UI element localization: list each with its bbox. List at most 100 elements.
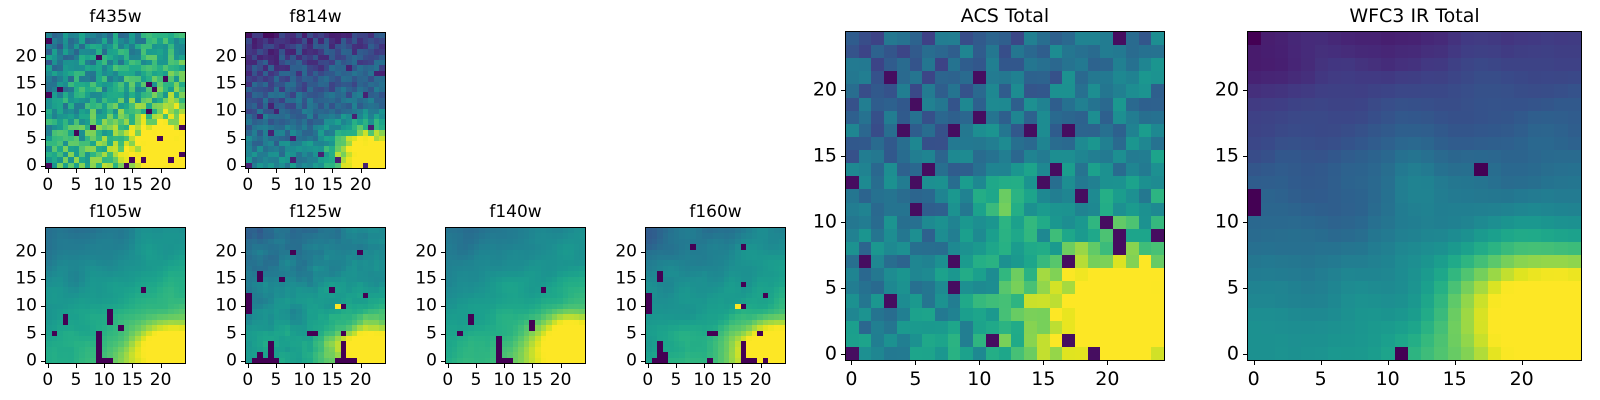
x-tick-f125w-1 xyxy=(276,364,278,368)
y-tick-acs_total-1 xyxy=(841,288,845,290)
x-tick-f435w-0 xyxy=(47,169,49,173)
x-tick-f125w-0 xyxy=(247,364,249,368)
axes-f140w xyxy=(445,227,586,364)
x-tick-f125w-3 xyxy=(332,364,334,368)
x-tick-f435w-3 xyxy=(132,169,134,173)
x-tick-f814w-2 xyxy=(304,169,306,173)
y-tick-wfc3_ir_total-2 xyxy=(1243,222,1247,224)
panel-f140w: f140w 0 5 10 15 20 0 5 10 15 20 xyxy=(409,203,586,390)
x-tick-acs_total-1 xyxy=(915,361,917,365)
y-tick-f105w-0 xyxy=(41,361,45,363)
y-tick-f160w-1 xyxy=(641,333,645,335)
x-tick-wfc3_ir_total-4 xyxy=(1521,361,1523,365)
y-tick-label-f140w-0: 0 xyxy=(426,350,437,371)
x-tick-label-f435w-3: 15 xyxy=(121,175,144,195)
panel-title-acs_total: ACS Total xyxy=(960,5,1050,27)
y-tick-label-f140w-1: 5 xyxy=(426,323,437,344)
x-tick-f160w-1 xyxy=(676,364,678,368)
x-tick-f814w-1 xyxy=(276,169,278,173)
x-tick-label-f105w-2: 10 xyxy=(93,370,116,390)
x-tick-f814w-0 xyxy=(247,169,249,173)
y-tick-label-f435w-3: 15 xyxy=(15,73,37,94)
x-tick-label-wfc3_ir_total-4: 20 xyxy=(1509,368,1534,390)
panel-f105w: f105w 0 5 10 15 20 0 5 10 15 20 xyxy=(9,203,186,390)
y-tick-f814w-2 xyxy=(241,111,245,113)
x-tick-label-acs_total-1: 5 xyxy=(909,368,922,390)
x-tick-f160w-2 xyxy=(704,364,706,368)
y-tick-f814w-1 xyxy=(241,138,245,140)
x-tick-f105w-4 xyxy=(160,364,162,368)
x-tick-label-f814w-0: 0 xyxy=(242,175,254,195)
axes-wfc3_ir_total xyxy=(1247,31,1582,361)
x-tick-label-f125w-4: 20 xyxy=(349,370,372,390)
x-tick-label-f160w-1: 5 xyxy=(670,370,682,390)
y-tick-label-acs_total-1: 5 xyxy=(824,276,837,299)
y-tick-acs_total-0 xyxy=(841,354,845,356)
y-tick-f435w-4 xyxy=(41,56,45,58)
axes-acs_total xyxy=(845,31,1165,361)
panel-f435w: f435w 0 5 10 15 20 0 5 10 15 20 xyxy=(9,8,186,195)
y-tick-label-wfc3_ir_total-2: 10 xyxy=(1214,210,1239,233)
x-tick-f160w-0 xyxy=(647,364,649,368)
y-tick-label-f105w-3: 15 xyxy=(15,268,37,289)
y-tick-f160w-2 xyxy=(641,306,645,308)
y-tick-label-f814w-2: 10 xyxy=(215,100,237,121)
x-tick-label-wfc3_ir_total-2: 10 xyxy=(1375,368,1400,390)
panel-title-wfc3_ir_total: WFC3 IR Total xyxy=(1349,5,1480,27)
y-tick-label-f105w-2: 10 xyxy=(15,295,37,316)
y-tick-f435w-1 xyxy=(41,138,45,140)
y-tick-wfc3_ir_total-3 xyxy=(1243,156,1247,158)
x-tick-label-f125w-2: 10 xyxy=(293,370,316,390)
panel-title-f125w: f125w xyxy=(289,202,342,222)
x-tick-label-wfc3_ir_total-3: 15 xyxy=(1442,368,1467,390)
panel-title-f105w: f105w xyxy=(89,202,142,222)
y-tick-label-f435w-0: 0 xyxy=(26,155,37,176)
x-tick-label-f125w-3: 15 xyxy=(321,370,344,390)
y-tick-f140w-2 xyxy=(441,306,445,308)
y-tick-label-f105w-1: 5 xyxy=(26,323,37,344)
y-tick-label-f140w-2: 10 xyxy=(415,295,437,316)
y-tick-f105w-4 xyxy=(41,251,45,253)
y-tick-f140w-0 xyxy=(441,361,445,363)
x-tick-label-f160w-4: 20 xyxy=(749,370,772,390)
x-tick-label-f140w-3: 15 xyxy=(521,370,544,390)
axes-f814w xyxy=(245,32,386,169)
x-tick-f435w-1 xyxy=(76,169,78,173)
y-tick-acs_total-2 xyxy=(841,222,845,224)
heatmap-wfc3_ir_total xyxy=(1248,32,1581,360)
heatmap-f105w xyxy=(46,228,185,363)
x-tick-label-acs_total-4: 20 xyxy=(1095,368,1120,390)
y-tick-label-f160w-4: 20 xyxy=(615,241,637,262)
y-tick-f435w-0 xyxy=(41,166,45,168)
y-tick-acs_total-3 xyxy=(841,156,845,158)
panel-f125w: f125w 0 5 10 15 20 0 5 10 15 20 xyxy=(209,203,386,390)
x-tick-f435w-4 xyxy=(160,169,162,173)
heatmap-f435w xyxy=(46,33,185,168)
panel-f160w: f160w 0 5 10 15 20 0 5 10 15 20 xyxy=(609,203,786,390)
x-tick-label-f435w-2: 10 xyxy=(93,175,116,195)
heatmap-acs_total xyxy=(846,32,1164,360)
x-tick-acs_total-4 xyxy=(1107,361,1109,365)
y-tick-label-f140w-4: 20 xyxy=(415,241,437,262)
panel-title-f814w: f814w xyxy=(289,7,342,27)
y-tick-label-f105w-4: 20 xyxy=(15,241,37,262)
y-tick-label-f125w-1: 5 xyxy=(226,323,237,344)
x-tick-f125w-4 xyxy=(360,364,362,368)
y-tick-f125w-1 xyxy=(241,333,245,335)
y-tick-f814w-0 xyxy=(241,166,245,168)
y-tick-label-f105w-0: 0 xyxy=(26,350,37,371)
x-tick-wfc3_ir_total-1 xyxy=(1320,361,1322,365)
y-tick-label-wfc3_ir_total-0: 0 xyxy=(1226,342,1239,365)
panel-f814w: f814w 0 5 10 15 20 0 5 10 15 20 xyxy=(209,8,386,195)
y-tick-f435w-2 xyxy=(41,111,45,113)
y-tick-f125w-4 xyxy=(241,251,245,253)
panel-acs_total: ACS Total 0 5 10 15 20 0 5 10 15 20 xyxy=(805,5,1165,389)
x-tick-f814w-3 xyxy=(332,169,334,173)
x-tick-f140w-0 xyxy=(447,364,449,368)
x-tick-wfc3_ir_total-2 xyxy=(1387,361,1389,365)
x-tick-acs_total-3 xyxy=(1043,361,1045,365)
x-tick-label-wfc3_ir_total-0: 0 xyxy=(1247,368,1260,390)
y-tick-f814w-4 xyxy=(241,56,245,58)
x-tick-label-f160w-2: 10 xyxy=(693,370,716,390)
y-tick-f814w-3 xyxy=(241,84,245,86)
